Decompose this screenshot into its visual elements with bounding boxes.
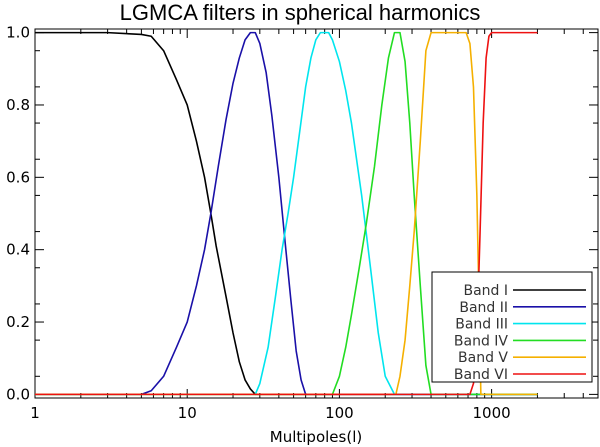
y-tick-label: 0.4 [6,241,30,259]
series-lines [35,31,538,396]
chart-title: LGMCA filters in spherical harmonics [120,0,481,25]
series-line [35,31,538,396]
series-line [35,31,538,396]
x-tick-label: 1000 [473,404,511,422]
x-tick-label: 100 [325,404,354,422]
legend-label: Band I [463,283,508,299]
y-tick-label: 0.8 [6,96,30,114]
x-tick-label: 10 [178,404,197,422]
x-tick-label: 1 [30,404,40,422]
y-tick-label: 1.0 [6,24,30,42]
legend-label: Band II [459,300,508,316]
series-line [35,31,538,396]
series-line [35,31,538,396]
plot-frame [34,28,599,399]
legend-label: Band III [455,317,508,333]
legend-label: Band V [458,350,508,366]
series-line [35,31,538,396]
legend-label: Band IV [454,333,509,349]
y-tick-label: 0.0 [6,385,30,403]
series-line [35,31,538,396]
y-tick-label: 0.6 [6,168,30,186]
x-axis-label: Multipoles(l) [270,428,362,446]
y-tick-label: 0.2 [6,313,30,331]
legend-label: Band VI [454,367,508,383]
